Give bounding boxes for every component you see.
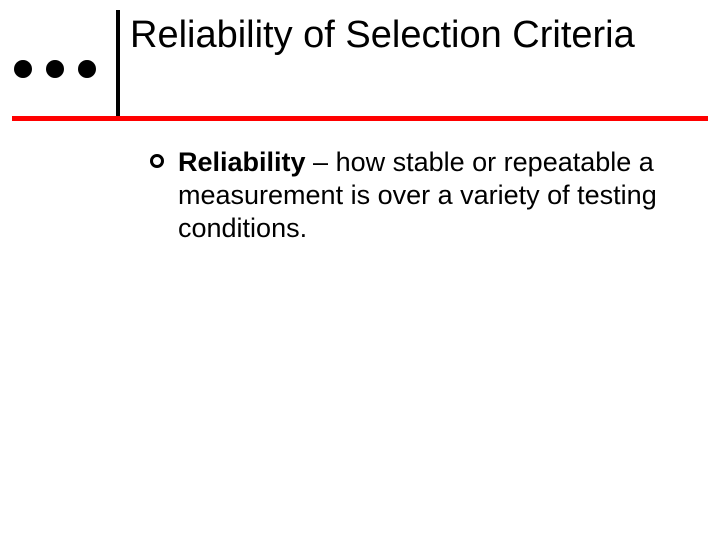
title-vertical-bar — [116, 10, 120, 118]
bullet-separator: – — [306, 147, 336, 177]
header-dot — [46, 60, 64, 78]
slide: Reliability of Selection Criteria Reliab… — [0, 0, 720, 540]
accent-rule — [12, 116, 708, 121]
bullet-text: Reliability – how stable or repeatable a… — [178, 146, 670, 245]
slide-title: Reliability of Selection Criteria — [130, 14, 690, 57]
header-dot — [78, 60, 96, 78]
header-dot — [14, 60, 32, 78]
slide-body: Reliability – how stable or repeatable a… — [150, 146, 670, 245]
bullet-term: Reliability — [178, 147, 306, 177]
header-dot-row — [14, 60, 110, 78]
bullet-marker-icon — [150, 154, 164, 168]
bullet-item: Reliability – how stable or repeatable a… — [150, 146, 670, 245]
